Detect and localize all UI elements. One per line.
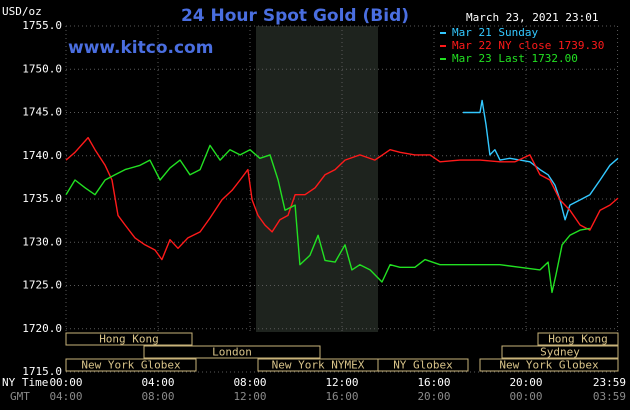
session-box: [377, 358, 469, 372]
legend-label: Mar 21 Sunday: [452, 26, 538, 39]
x-tick-label: 08:00: [233, 376, 266, 389]
gmt-tick-label: 00:00: [509, 390, 542, 403]
gmt-tick-label: 03:59: [593, 390, 626, 403]
series-line: [65, 136, 619, 261]
legend-label: Mar 23 Last 1732.00: [452, 52, 578, 65]
gmt-tick-label: 16:00: [325, 390, 358, 403]
session-box: [537, 332, 619, 346]
x-tick-label: 23:59: [593, 376, 626, 389]
session-label: New York Globex: [499, 359, 599, 372]
y-tick-label: 1730.0: [22, 235, 62, 248]
x-tick-label: 12:00: [325, 376, 358, 389]
legend-label: Mar 22 NY close 1739.30: [452, 39, 604, 52]
gmt-tick-label: 08:00: [141, 390, 174, 403]
y-tick-label: 1715.0: [22, 365, 62, 378]
y-tick-label: 1745.0: [22, 106, 62, 119]
x-tick-label: 20:00: [509, 376, 542, 389]
session-box: [65, 358, 197, 372]
x-tick-label: 04:00: [141, 376, 174, 389]
gmt-label: GMT: [10, 390, 30, 403]
y-tick-label: 1735.0: [22, 192, 62, 205]
website: www.kitco.com: [68, 38, 213, 58]
y-tick-label: 1720.0: [22, 322, 62, 335]
series-line: [463, 99, 619, 221]
session-label: Hong Kong: [99, 333, 159, 346]
y-tick-label: 1755.0: [22, 19, 62, 32]
session-box: [143, 345, 321, 359]
x-tick-label: 16:00: [417, 376, 450, 389]
gmt-tick-label: 04:00: [49, 390, 82, 403]
session-label: New York NYMEX: [272, 359, 365, 372]
y-tick-label: 1740.0: [22, 149, 62, 162]
y-tick-label: 1725.0: [22, 279, 62, 292]
session-label: Hong Kong: [548, 333, 608, 346]
y-unit: USD/oz: [2, 5, 42, 18]
chart-title: 24 Hour Spot Gold (Bid): [181, 6, 409, 26]
y-tick-label: 1750.0: [22, 62, 62, 75]
session-label: London: [212, 346, 252, 359]
gmt-tick-label: 20:00: [417, 390, 450, 403]
ny-time-label: NY Time: [2, 376, 48, 389]
session-box: [479, 358, 619, 372]
session-box: [65, 332, 193, 346]
session-label: Sydney: [540, 346, 580, 359]
gmt-tick-label: 12:00: [233, 390, 266, 403]
session-label: NY Globex: [393, 359, 453, 372]
session-label: New York Globex: [81, 359, 181, 372]
x-tick-label: 00:00: [49, 376, 82, 389]
timestamp: March 23, 2021 23:01: [466, 11, 598, 24]
nymex-session-shade: [256, 26, 378, 332]
series-line: [65, 144, 591, 294]
session-box: [501, 345, 619, 359]
